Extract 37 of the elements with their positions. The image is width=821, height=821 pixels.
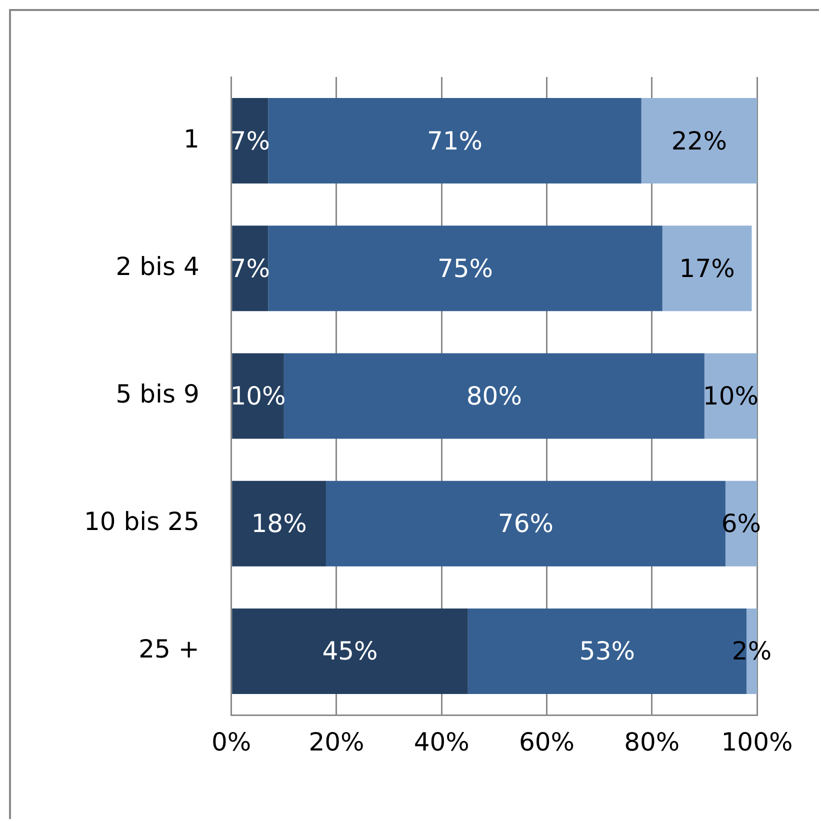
bar (232, 353, 284, 439)
data-label: 17% (679, 254, 735, 283)
data-label: 45% (322, 636, 378, 666)
x-tick-label: 0% (212, 728, 252, 756)
y-tick-label: 10 bis 25 (84, 507, 200, 536)
bar (704, 353, 757, 439)
x-tick-label: 60% (518, 728, 575, 756)
y-tick-label: 25 + (138, 634, 200, 664)
data-label: 18% (251, 509, 307, 538)
bar (284, 353, 704, 439)
data-label: 75% (437, 254, 494, 283)
bar (232, 480, 326, 566)
bar (268, 226, 662, 312)
data-label: 22% (671, 126, 727, 156)
bar (232, 226, 268, 312)
data-label: 6% (721, 509, 762, 538)
bar (662, 226, 752, 312)
data-label: 10% (230, 382, 286, 410)
y-tick-label: 5 bis 9 (116, 380, 200, 408)
data-label: 76% (498, 509, 554, 538)
y-tick-label: 2 bis 4 (116, 252, 200, 281)
data-label: 80% (466, 382, 522, 410)
data-label: 2% (732, 636, 772, 666)
data-label: 7% (230, 254, 270, 283)
x-tick-label: 40% (414, 728, 470, 756)
data-label: 10% (702, 382, 759, 410)
y-tick-label: 1 (183, 124, 200, 154)
bar (232, 608, 468, 694)
data-label: 71% (426, 126, 483, 156)
x-tick-label: 80% (624, 728, 680, 756)
bar (268, 98, 642, 184)
x-tick-label: 100% (721, 728, 793, 756)
data-label: 7% (230, 126, 270, 156)
bar (232, 98, 268, 184)
x-tick-label: 20% (308, 728, 364, 756)
bar (641, 98, 757, 184)
data-label: 53% (579, 636, 635, 666)
